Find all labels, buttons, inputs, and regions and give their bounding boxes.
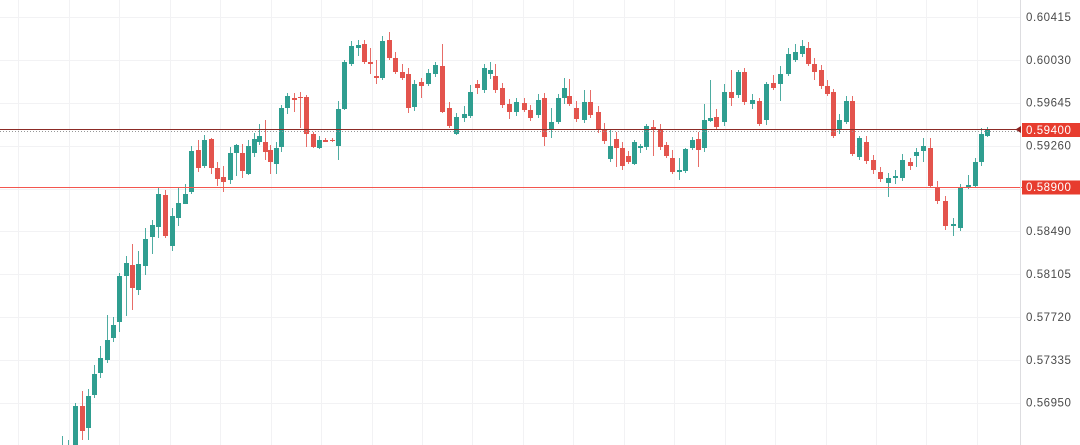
svg-text:0.59260: 0.59260 [1026, 141, 1071, 153]
svg-text:0.58105: 0.58105 [1026, 269, 1071, 281]
svg-text:0.58900: 0.58900 [1026, 182, 1071, 194]
svg-text:0.58490: 0.58490 [1026, 226, 1071, 238]
svg-text:0.60030: 0.60030 [1026, 55, 1071, 67]
svg-text:0.59400: 0.59400 [1026, 125, 1071, 137]
svg-text:0.56950: 0.56950 [1026, 398, 1071, 410]
svg-text:0.60415: 0.60415 [1026, 12, 1071, 24]
svg-text:0.57335: 0.57335 [1026, 355, 1071, 367]
svg-text:0.59645: 0.59645 [1026, 98, 1071, 110]
svg-text:0.57720: 0.57720 [1026, 312, 1071, 324]
